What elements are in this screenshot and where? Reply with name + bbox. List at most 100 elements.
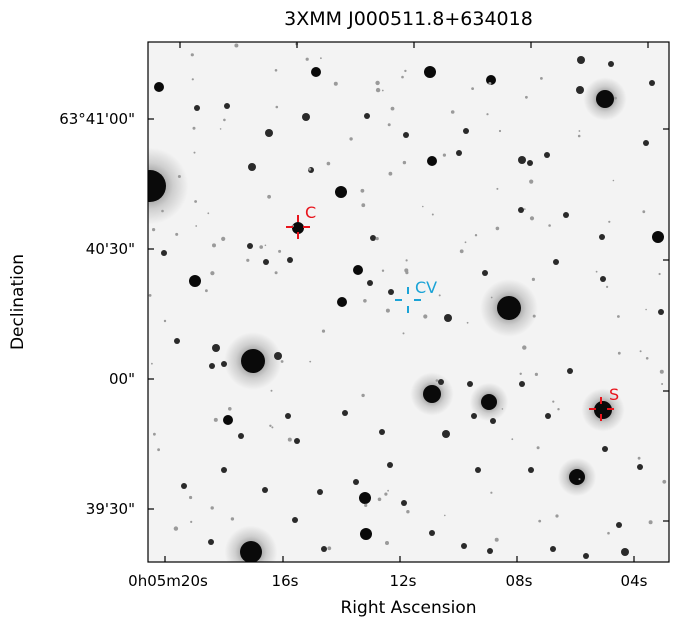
faint-star <box>177 175 181 178</box>
faint-star <box>173 526 179 531</box>
star <box>471 413 477 419</box>
y-tick-label: 63°41'00" <box>59 110 135 128</box>
y-tick-label: 39'30" <box>85 500 135 518</box>
faint-star <box>189 495 193 500</box>
star <box>209 363 215 369</box>
faint-star <box>552 400 555 403</box>
faint-star <box>195 225 198 227</box>
faint-star <box>280 360 284 363</box>
faint-star <box>519 372 522 375</box>
star <box>442 430 450 438</box>
star <box>262 487 268 493</box>
faint-star <box>375 87 381 93</box>
faint-star <box>221 236 226 241</box>
x-axis-label: Right Ascension <box>340 598 477 618</box>
marker-cv-label: CV <box>415 278 438 297</box>
faint-star <box>259 245 264 249</box>
faint-star <box>498 129 502 133</box>
faint-star <box>309 360 312 363</box>
x-tick-label: 12s <box>389 572 417 590</box>
faint-star <box>210 271 215 276</box>
faint-star <box>662 479 667 484</box>
faint-star <box>555 514 559 518</box>
faint-star <box>190 520 193 524</box>
faint-star <box>219 128 222 130</box>
star <box>302 113 310 121</box>
x-tick-label: 16s <box>271 572 299 590</box>
star <box>403 132 409 138</box>
star <box>527 160 533 166</box>
star <box>292 222 304 234</box>
faint-star <box>148 294 152 297</box>
faint-star <box>384 492 388 496</box>
faint-star <box>431 213 434 216</box>
star <box>643 140 649 146</box>
faint-star <box>230 517 235 521</box>
star <box>353 265 363 275</box>
star <box>482 270 488 276</box>
star <box>427 156 437 166</box>
faint-star <box>531 277 536 281</box>
star <box>294 438 300 444</box>
faint-star <box>402 160 407 165</box>
faint-star <box>333 81 338 86</box>
star <box>247 243 253 249</box>
faint-star <box>361 393 365 398</box>
faint-star <box>529 179 534 184</box>
faint-star <box>607 531 610 535</box>
faint-star <box>402 332 405 335</box>
star <box>637 464 643 470</box>
faint-star <box>223 118 226 122</box>
star <box>161 250 167 256</box>
faint-star <box>387 123 391 127</box>
star <box>463 128 469 134</box>
faint-star <box>464 241 467 244</box>
faint-star <box>474 234 478 237</box>
faint-star <box>375 80 380 86</box>
star <box>600 276 606 282</box>
star <box>401 500 407 506</box>
star <box>360 528 372 540</box>
star-field <box>148 42 667 562</box>
star <box>274 352 282 360</box>
star <box>438 379 444 385</box>
faint-star <box>435 379 439 382</box>
faint-star <box>423 314 428 319</box>
marker-cv-cross <box>395 287 421 313</box>
faint-star <box>422 205 424 208</box>
figure-title: 3XMM J000511.8+634018 <box>284 8 533 30</box>
faint-star <box>305 57 309 61</box>
star <box>456 150 462 156</box>
faint-star <box>193 151 196 154</box>
faint-star <box>534 372 539 376</box>
star <box>248 163 256 171</box>
star-halo <box>148 147 189 225</box>
faint-star <box>191 78 194 81</box>
star <box>429 530 435 536</box>
faint-star <box>529 216 535 221</box>
faint-star <box>190 53 194 57</box>
star <box>265 129 273 137</box>
star <box>174 338 180 344</box>
star <box>212 344 220 352</box>
x-tick-label: 08s <box>505 572 533 590</box>
star <box>194 105 200 111</box>
star <box>519 381 525 387</box>
faint-star <box>375 237 379 241</box>
star <box>148 170 166 202</box>
x-tick-label: 0h05m20s <box>128 572 208 590</box>
star <box>285 413 291 419</box>
faint-star <box>614 96 617 100</box>
faint-star <box>327 546 332 551</box>
faint-star <box>205 289 208 293</box>
axis-ticks <box>148 42 669 562</box>
faint-star <box>207 212 210 215</box>
star <box>594 401 612 419</box>
faint-star <box>275 105 279 109</box>
star <box>154 82 164 92</box>
faint-star <box>404 69 407 73</box>
faint-star <box>532 314 536 318</box>
star <box>577 56 585 64</box>
faint-star <box>578 130 581 132</box>
